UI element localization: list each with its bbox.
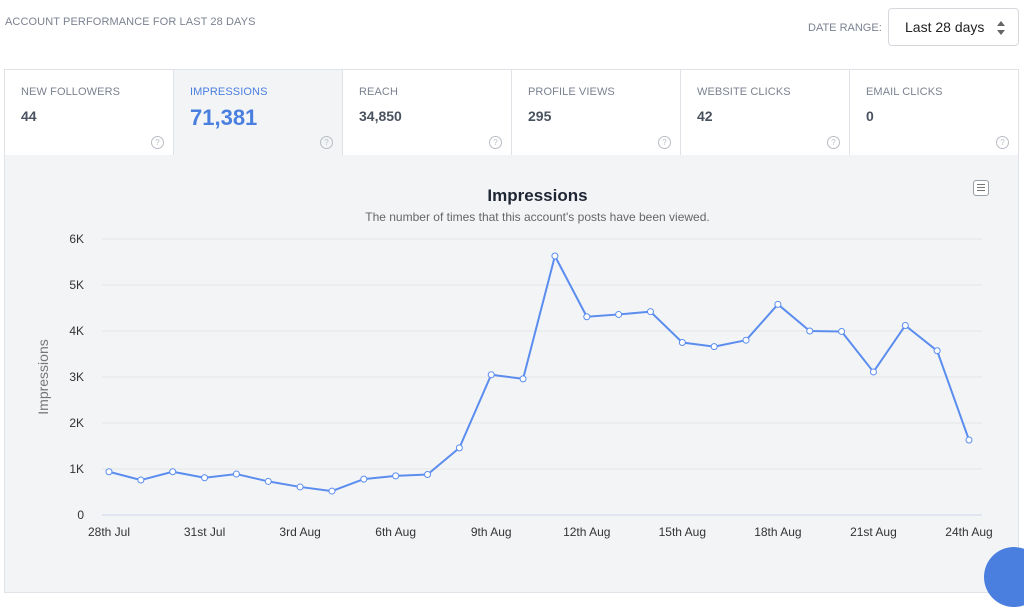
data-point bbox=[519, 375, 527, 383]
data-point bbox=[615, 310, 623, 318]
data-point bbox=[105, 468, 113, 476]
help-icon[interactable]: ? bbox=[151, 136, 164, 149]
stat-label: PROFILE VIEWS bbox=[528, 86, 615, 98]
y-tick-label: 1K bbox=[69, 462, 84, 476]
chat-icon[interactable] bbox=[984, 547, 1024, 607]
tab-reach[interactable]: REACH 34,850 ? bbox=[343, 70, 512, 155]
x-tick-label: 24th Aug bbox=[945, 525, 992, 539]
stat-label: NEW FOLLOWERS bbox=[21, 86, 121, 98]
stat-value: 34,850 bbox=[359, 108, 402, 124]
x-tick-label: 28th Jul bbox=[88, 525, 130, 539]
stats-tabs: NEW FOLLOWERS 44 ? IMPRESSIONS 71,381 ? … bbox=[4, 69, 1019, 156]
data-point bbox=[965, 436, 973, 444]
data-point bbox=[646, 308, 654, 316]
data-point bbox=[838, 327, 846, 335]
x-tick-label: 12th Aug bbox=[563, 525, 610, 539]
data-point bbox=[455, 444, 463, 452]
data-point bbox=[742, 336, 750, 344]
data-point bbox=[487, 371, 495, 379]
data-point bbox=[328, 487, 336, 495]
data-point bbox=[232, 470, 240, 478]
x-tick-label: 9th Aug bbox=[471, 525, 512, 539]
data-point bbox=[392, 472, 400, 480]
sort-arrows-icon bbox=[997, 21, 1005, 35]
x-tick-label: 3rd Aug bbox=[279, 525, 320, 539]
series-line bbox=[108, 255, 970, 493]
data-point bbox=[137, 476, 145, 484]
x-tick-label: 18th Aug bbox=[754, 525, 801, 539]
stat-value: 0 bbox=[866, 108, 874, 124]
y-tick-label: 0 bbox=[77, 508, 84, 522]
y-tick-label: 3K bbox=[69, 370, 84, 384]
stat-value: 71,381 bbox=[190, 105, 258, 130]
help-icon[interactable]: ? bbox=[489, 136, 502, 149]
help-icon[interactable]: ? bbox=[996, 136, 1009, 149]
data-point bbox=[169, 468, 177, 476]
data-point bbox=[424, 471, 432, 479]
stat-value: 42 bbox=[697, 108, 713, 124]
tab-profile-views[interactable]: PROFILE VIEWS 295 ? bbox=[512, 70, 681, 155]
help-icon[interactable]: ? bbox=[320, 136, 333, 149]
stat-label: REACH bbox=[359, 86, 399, 98]
stat-label: EMAIL CLICKS bbox=[866, 86, 943, 98]
tab-email-clicks[interactable]: EMAIL CLICKS 0 ? bbox=[850, 70, 1018, 155]
stat-label: IMPRESSIONS bbox=[190, 86, 268, 98]
date-range-label: DATE RANGE: bbox=[808, 22, 882, 34]
stat-value: 44 bbox=[21, 108, 37, 124]
y-tick-label: 6K bbox=[69, 232, 84, 246]
x-tick-label: 6th Aug bbox=[375, 525, 416, 539]
data-point bbox=[264, 477, 272, 485]
y-axis-label: Impressions bbox=[35, 339, 51, 414]
stat-label: WEBSITE CLICKS bbox=[697, 86, 791, 98]
y-tick-label: 5K bbox=[69, 278, 84, 292]
tab-impressions[interactable]: IMPRESSIONS 71,381 ? bbox=[174, 70, 343, 155]
data-point bbox=[869, 368, 877, 376]
chart-panel bbox=[4, 155, 1019, 593]
data-point bbox=[774, 300, 782, 308]
page-title: ACCOUNT PERFORMANCE FOR LAST 28 DAYS bbox=[5, 16, 256, 28]
tab-new-followers[interactable]: NEW FOLLOWERS 44 ? bbox=[5, 70, 174, 155]
tab-website-clicks[interactable]: WEBSITE CLICKS 42 ? bbox=[681, 70, 850, 155]
date-range-value: Last 28 days bbox=[905, 19, 985, 35]
x-tick-label: 15th Aug bbox=[659, 525, 706, 539]
data-point bbox=[296, 483, 304, 491]
data-point bbox=[583, 313, 591, 321]
data-point bbox=[901, 321, 909, 329]
data-point bbox=[360, 475, 368, 483]
y-tick-label: 2K bbox=[69, 416, 84, 430]
chart-subtitle: The number of times that this account's … bbox=[365, 210, 710, 224]
x-tick-label: 31st Jul bbox=[184, 525, 225, 539]
data-point bbox=[551, 252, 559, 260]
data-point bbox=[933, 347, 941, 355]
y-tick-label: 4K bbox=[69, 324, 84, 338]
help-icon[interactable]: ? bbox=[827, 136, 840, 149]
data-point bbox=[201, 474, 209, 482]
data-point bbox=[710, 343, 718, 351]
date-range-select[interactable]: Last 28 days bbox=[888, 8, 1019, 46]
stat-value: 295 bbox=[528, 108, 552, 124]
data-point bbox=[678, 339, 686, 346]
chart-menu-icon[interactable] bbox=[973, 180, 989, 196]
x-tick-label: 21st Aug bbox=[850, 525, 897, 539]
chart-title: Impressions bbox=[487, 186, 588, 205]
help-icon[interactable]: ? bbox=[658, 136, 671, 149]
data-point bbox=[806, 327, 814, 335]
